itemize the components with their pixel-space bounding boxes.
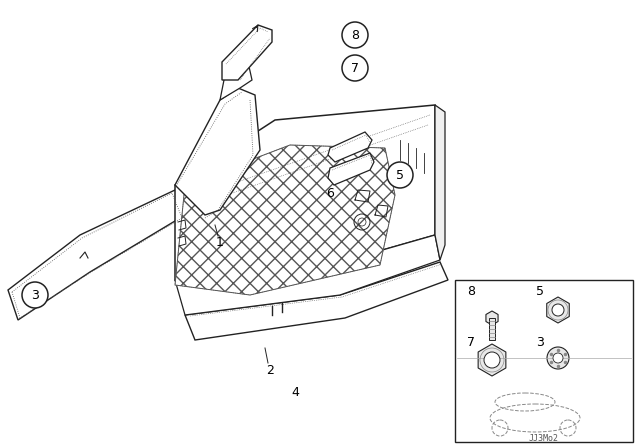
Text: 7: 7 xyxy=(351,61,359,74)
Circle shape xyxy=(553,353,563,363)
Text: 7: 7 xyxy=(467,336,475,349)
Circle shape xyxy=(484,352,500,368)
Text: JJ3Mo2: JJ3Mo2 xyxy=(529,434,559,443)
Text: 4: 4 xyxy=(291,385,299,399)
Circle shape xyxy=(342,22,368,48)
Text: 6: 6 xyxy=(326,186,334,199)
Text: 2: 2 xyxy=(266,363,274,376)
Polygon shape xyxy=(175,88,260,215)
Text: 3: 3 xyxy=(536,336,544,349)
Polygon shape xyxy=(435,105,445,260)
Polygon shape xyxy=(328,153,374,185)
Circle shape xyxy=(552,304,564,316)
Polygon shape xyxy=(185,262,448,340)
Circle shape xyxy=(22,282,48,308)
Polygon shape xyxy=(175,235,440,315)
Polygon shape xyxy=(220,60,252,100)
Polygon shape xyxy=(478,344,506,376)
Polygon shape xyxy=(175,105,435,280)
Polygon shape xyxy=(547,297,569,323)
Polygon shape xyxy=(328,132,372,162)
Polygon shape xyxy=(175,145,395,295)
Polygon shape xyxy=(222,25,272,80)
Polygon shape xyxy=(486,311,498,325)
Bar xyxy=(455,280,633,442)
Circle shape xyxy=(547,347,569,369)
Text: 3: 3 xyxy=(31,289,39,302)
Text: 1: 1 xyxy=(216,236,224,249)
Bar xyxy=(489,318,495,340)
Text: 5: 5 xyxy=(536,284,544,297)
Text: 8: 8 xyxy=(351,29,359,42)
Polygon shape xyxy=(8,190,185,320)
Circle shape xyxy=(342,55,368,81)
Text: 5: 5 xyxy=(396,168,404,181)
Circle shape xyxy=(387,162,413,188)
Text: 8: 8 xyxy=(467,284,475,297)
